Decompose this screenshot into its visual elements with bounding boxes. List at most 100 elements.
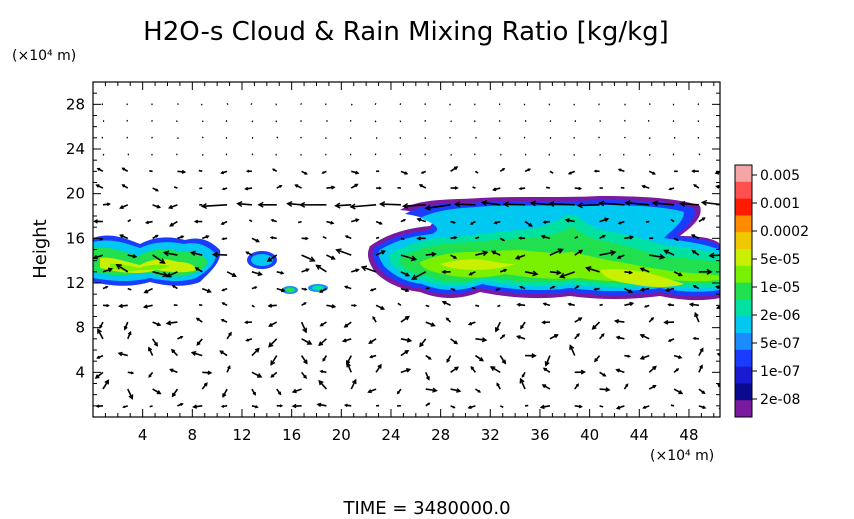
- wind-arrow: [251, 153, 254, 156]
- wind-arrow: [399, 153, 402, 156]
- wind-arrow-head: [702, 405, 707, 410]
- wind-arrow-head: [222, 393, 227, 398]
- wind-arrow: [425, 253, 436, 256]
- wind-arrow: [615, 320, 625, 323]
- wind-arrow-head: [521, 374, 525, 378]
- wind-arrow: [167, 321, 178, 325]
- wind-arrow-head: [431, 251, 437, 257]
- wind-arrow-head: [639, 287, 645, 292]
- wind-arrow-head: [480, 200, 488, 206]
- wind-arrow-head: [515, 335, 521, 340]
- wind-arrow-head: [377, 363, 382, 369]
- wind-arrow: [482, 201, 501, 206]
- wind-arrow: [292, 388, 302, 393]
- wind-arrow-head: [493, 221, 498, 225]
- wind-arrow: [350, 379, 357, 390]
- wind-arrow-head: [715, 305, 720, 310]
- wind-arrow: [248, 219, 253, 223]
- x-tick-label: 4: [138, 426, 148, 444]
- wind-vectors: [93, 102, 735, 410]
- wind-arrow-head: [701, 390, 706, 395]
- wind-arrow-head: [428, 356, 432, 360]
- wind-arrow-head: [453, 340, 459, 345]
- wind-arrow-head: [470, 365, 475, 370]
- colorbar-swatch: [735, 181, 752, 200]
- wind-arrow-head: [492, 187, 497, 192]
- wind-arrow-head: [578, 186, 583, 191]
- wind-arrow: [127, 388, 134, 399]
- wind-arrow-head: [453, 255, 458, 259]
- wind-arrow: [300, 355, 308, 364]
- wind-arrow-head: [193, 219, 199, 224]
- wind-arrow-head: [331, 304, 337, 309]
- wind-arrow-head: [468, 272, 473, 276]
- x-tick-label: 16: [282, 426, 301, 444]
- wind-arrow-head: [617, 221, 622, 225]
- wind-arrow: [724, 317, 730, 322]
- wind-arrow-head: [270, 374, 275, 378]
- wind-arrow-head: [729, 275, 734, 279]
- wind-arrow-head: [481, 337, 488, 343]
- wind-arrow-head: [617, 168, 622, 172]
- wind-arrow-head: [245, 251, 249, 255]
- wind-arrow-head: [121, 184, 126, 188]
- wind-arrow: [193, 405, 203, 408]
- wind-arrow: [519, 378, 526, 390]
- wind-arrow-head: [564, 218, 570, 223]
- wind-arrow: [250, 103, 253, 106]
- wind-arrow: [322, 235, 327, 240]
- wind-arrow-head: [123, 326, 128, 331]
- wind-arrow-head: [452, 288, 456, 291]
- wind-arrow: [251, 120, 254, 123]
- wind-arrow: [152, 254, 165, 264]
- wind-arrow-head: [380, 305, 386, 310]
- wind-arrow: [450, 366, 459, 373]
- wind-arrow-head: [519, 377, 525, 384]
- wind-arrow: [680, 202, 699, 206]
- wind-arrow-head: [334, 202, 341, 209]
- wind-arrow-head: [291, 403, 297, 409]
- wind-arrow-head: [714, 285, 720, 290]
- wind-arrow-head: [159, 258, 166, 264]
- wind-arrow: [102, 379, 110, 390]
- wind-arrow-head: [419, 342, 424, 348]
- wind-arrow-head: [203, 382, 208, 387]
- wind-arrow: [497, 304, 501, 308]
- wind-arrow-head: [416, 217, 422, 222]
- wind-arrow-head: [220, 221, 225, 225]
- wind-arrow: [350, 103, 353, 106]
- wind-arrow-head: [502, 168, 506, 171]
- wind-arrow-head: [95, 404, 100, 408]
- wind-arrow-head: [643, 305, 648, 308]
- wind-arrow-head: [192, 404, 198, 409]
- wind-arrow: [724, 336, 729, 339]
- wind-arrow: [118, 352, 128, 357]
- wind-arrow-head: [94, 374, 100, 379]
- wind-arrow-head: [107, 267, 114, 273]
- wind-arrow-head: [171, 392, 177, 398]
- wind-arrow: [144, 287, 153, 294]
- wind-arrow: [251, 371, 262, 378]
- wind-arrow-head: [344, 235, 349, 239]
- wind-arrow-head: [319, 369, 324, 374]
- wind-arrow: [545, 355, 551, 366]
- wind-arrow-head: [610, 249, 617, 256]
- colorbar-swatch: [735, 282, 752, 300]
- wind-arrow: [724, 272, 735, 279]
- wind-arrow: [425, 204, 451, 210]
- wind-arrow-head: [576, 333, 580, 337]
- wind-arrow-head: [489, 366, 496, 371]
- wind-arrow-head: [650, 316, 655, 321]
- wind-arrow-head: [200, 203, 208, 210]
- wind-arrow-head: [477, 389, 482, 393]
- wind-arrow-head: [156, 390, 162, 395]
- wind-arrow: [523, 136, 526, 139]
- wind-arrow-head: [121, 167, 126, 171]
- wind-arrow-head: [639, 333, 645, 339]
- wind-arrow-head: [343, 285, 348, 289]
- wind-arrow: [336, 249, 352, 256]
- colorbar-label: 5e-07: [760, 336, 800, 352]
- wind-arrow-head: [162, 250, 170, 257]
- wind-arrow-head: [404, 315, 410, 321]
